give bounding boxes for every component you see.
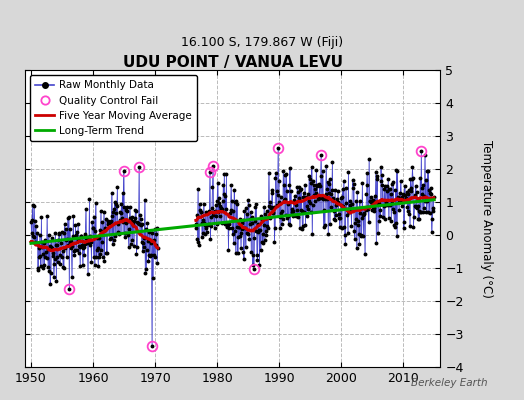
Title: UDU POINT / VANUA LEVU: UDU POINT / VANUA LEVU [123, 55, 343, 70]
Text: Berkeley Earth: Berkeley Earth [411, 378, 487, 388]
Text: 16.100 S, 179.867 W (Fiji): 16.100 S, 179.867 W (Fiji) [181, 36, 343, 49]
Legend: Raw Monthly Data, Quality Control Fail, Five Year Moving Average, Long-Term Tren: Raw Monthly Data, Quality Control Fail, … [30, 75, 197, 141]
Y-axis label: Temperature Anomaly (°C): Temperature Anomaly (°C) [481, 140, 493, 298]
